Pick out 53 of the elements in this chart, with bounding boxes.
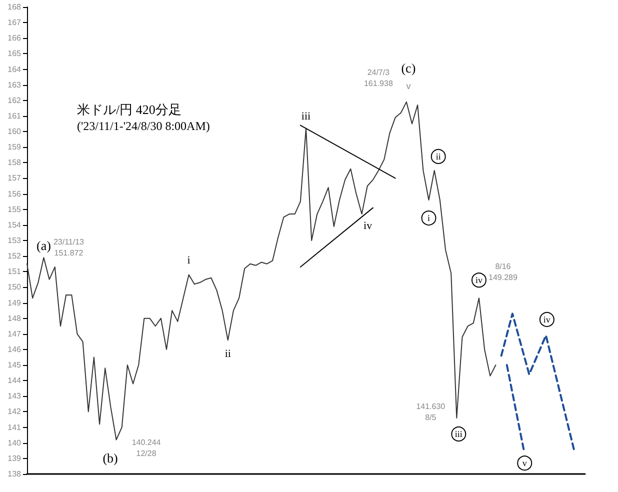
y-tick-label: 141 (8, 422, 22, 432)
y-tick-label: 150 (8, 282, 22, 292)
y-tick-label: 139 (8, 454, 22, 463)
annotation: ii (224, 348, 231, 360)
annotation: (a) (36, 238, 51, 254)
y-tick-label: 149 (8, 298, 22, 308)
annotation: i (187, 254, 190, 267)
y-tick-label: 167 (8, 18, 22, 28)
annotation: v (522, 458, 528, 468)
annotation: (b) (102, 450, 118, 466)
y-tick-label: 156 (8, 189, 22, 198)
y-tick-label: 161 (8, 111, 22, 120)
annotation: iv (543, 314, 551, 324)
y-tick-label: 147 (8, 329, 22, 338)
y-tick-label: 155 (8, 204, 22, 214)
annotation: iv (364, 220, 373, 232)
y-tick-label: 158 (8, 158, 22, 168)
annotation: 140.244 12/28 (132, 438, 162, 458)
y-tick-label: 142 (8, 407, 22, 416)
annotation: v (406, 80, 412, 91)
y-tick-label: 152 (8, 252, 22, 261)
annotation: 141.630 8/5 (416, 402, 446, 422)
y-tick-label: 157 (8, 174, 22, 183)
y-tick-label: 153 (8, 236, 22, 245)
y-tick-label: 163 (8, 80, 22, 90)
annotation: i (428, 213, 430, 224)
text: ('23/11/1-'24/8/30 8:00AM) (77, 119, 210, 133)
y-tick-label: 164 (8, 64, 22, 74)
y-tick-label: 160 (8, 127, 22, 136)
annotation: ii (436, 151, 442, 162)
annotation: 23/11/13 151.872 (53, 238, 85, 258)
y-tick-label: 159 (8, 142, 22, 152)
y-tick-label: 162 (8, 96, 22, 105)
annotation: iii (454, 428, 463, 439)
y-tick-label: 168 (8, 2, 22, 12)
y-tick-label: 144 (8, 376, 22, 386)
y-tick-label: 145 (8, 360, 22, 370)
annotation: 8/16 149.289 (488, 262, 518, 282)
y-tick-label: 146 (8, 344, 22, 354)
y-tick-label: 166 (8, 34, 22, 43)
y-tick-label: 165 (8, 49, 22, 58)
y-tick-label: 143 (8, 392, 22, 401)
line-series (500, 312, 575, 450)
text: 米ドル/円 420分足 (77, 102, 182, 117)
y-tick-label: 140 (8, 438, 22, 448)
y-tick-label: 148 (8, 314, 22, 323)
annotation: 24/7/3 161.938 (364, 68, 394, 88)
annotation: iii (301, 110, 311, 122)
y-tick-label: 154 (8, 220, 22, 230)
annotation: (c) (401, 60, 416, 76)
y-tick-label: 151 (8, 267, 22, 276)
annotation: iv (475, 275, 483, 286)
y-tick-label: 138 (8, 470, 22, 478)
